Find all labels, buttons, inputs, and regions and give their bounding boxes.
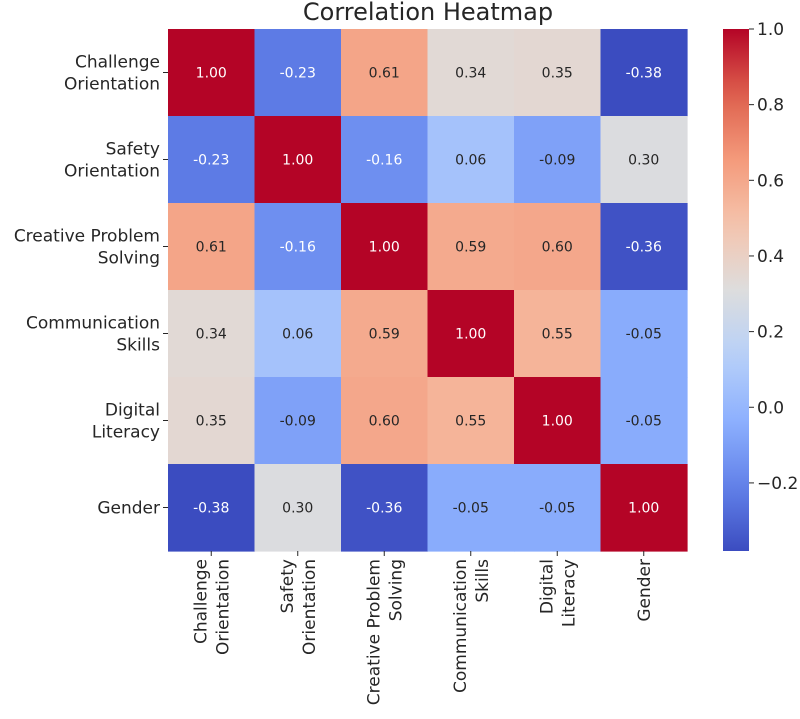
cell-value-label: -0.16 [366, 153, 402, 169]
cell-value-label: -0.05 [626, 327, 662, 343]
column-label-creative-problem-solving: Creative Problem Solving [364, 559, 406, 705]
cell-value-label: 0.35 [542, 66, 573, 82]
heatmap-cell [341, 29, 429, 117]
cell-value-label: 0.30 [628, 153, 659, 169]
heatmap-cell [254, 464, 342, 552]
cell-value-label: 0.60 [542, 240, 573, 256]
heatmap-cell [168, 29, 256, 117]
cell-value-label: 1.00 [542, 414, 573, 430]
cell-value-label: 0.35 [196, 414, 227, 430]
colorbar-tick-label: −0.2 [757, 474, 798, 494]
colorbar-tick-label: 0.8 [757, 96, 784, 116]
heatmap-cell [514, 377, 602, 465]
heatmap-cell [254, 290, 342, 378]
heatmap-cell [514, 29, 602, 117]
colorbar-tick-label: 0.2 [757, 323, 784, 343]
column-label-gender: Gender [635, 559, 655, 622]
cell-value-label: -0.36 [366, 501, 402, 517]
cell-value-label: -0.23 [193, 153, 229, 169]
heatmap-cell [427, 29, 515, 117]
row-label-challenge-orientation: Challenge Orientation [64, 53, 160, 95]
cell-value-label: 0.30 [282, 501, 313, 517]
heatmap-cell [168, 377, 256, 465]
cell-value-label: 0.55 [542, 327, 573, 343]
column-label-communication-skills: Communication Skills [451, 559, 493, 693]
cell-value-label: 0.06 [455, 153, 486, 169]
heatmap-cell [600, 29, 688, 117]
heatmap-cell [600, 377, 688, 465]
cell-value-label: -0.05 [539, 501, 575, 517]
colorbar-tick-label: 0.6 [757, 171, 784, 191]
heatmap-cell [427, 377, 515, 465]
heatmap-cell [514, 116, 602, 204]
cell-value-label: 0.06 [282, 327, 313, 343]
heatmap-cell [341, 290, 429, 378]
heatmap-cells: 1.00 -0.23 0.61 0.34 0.35 -0.38 -0.23 1.00 -0.16… [168, 29, 688, 552]
cell-value-label: 1.00 [282, 153, 313, 169]
row-label-digital-literacy: Digital Literacy [92, 401, 160, 443]
colorbar-tick-label: 0.4 [757, 247, 784, 267]
heatmap-cell [168, 203, 256, 291]
heatmap-cell [600, 203, 688, 291]
colorbar-tick-label: 1.0 [757, 20, 784, 40]
cell-value-label: 1.00 [369, 240, 400, 256]
cell-value-label: 0.60 [369, 414, 400, 430]
column-label-challenge-orientation: Challenge Orientation [191, 559, 233, 655]
heatmap-cell [168, 464, 256, 552]
heatmap-cell [600, 464, 688, 552]
heatmap-cell [341, 203, 429, 291]
cell-value-label: 1.00 [628, 501, 659, 517]
cell-value-label: -0.09 [539, 153, 575, 169]
cell-value-label: -0.23 [280, 66, 316, 82]
row-label-creative-problem-solving: Creative Problem Solving [14, 227, 160, 269]
heatmap-cell [600, 116, 688, 204]
heatmap-cell [254, 116, 342, 204]
colorbar-gradient [723, 29, 749, 551]
row-labels: Challenge Orientation Safety Orientation Cre… [14, 53, 168, 519]
heatmap-cell [168, 116, 256, 204]
column-label-digital-literacy: Digital Literacy [537, 559, 579, 627]
heatmap-cell [341, 377, 429, 465]
heatmap-cell [341, 464, 429, 552]
cell-value-label: -0.38 [626, 66, 662, 82]
heatmap-cell [514, 464, 602, 552]
cell-value-label: 0.55 [455, 414, 486, 430]
cell-value-label: -0.05 [453, 501, 489, 517]
cell-value-label: -0.36 [626, 240, 662, 256]
cell-value-label: 0.59 [369, 327, 400, 343]
colorbar-tick-label: 0.0 [757, 398, 784, 418]
row-label-gender: Gender [97, 499, 160, 519]
heatmap-cell [341, 116, 429, 204]
heatmap-cell [427, 203, 515, 291]
heatmap-cell [254, 377, 342, 465]
heatmap-cell [168, 290, 256, 378]
chart-title: Correlation Heatmap [303, 0, 553, 26]
cell-value-label: 0.34 [455, 66, 486, 82]
heatmap-cell [427, 290, 515, 378]
row-label-communication-skills: Communication Skills [26, 314, 160, 356]
cell-value-label: 1.00 [455, 327, 486, 343]
cell-value-label: 0.61 [369, 66, 400, 82]
cell-value-label: 0.61 [196, 240, 227, 256]
heatmap-cell [427, 464, 515, 552]
column-label-safety-orientation: Safety Orientation [278, 559, 320, 655]
cell-value-label: 1.00 [196, 66, 227, 82]
heatmap-cell [514, 290, 602, 378]
cell-value-label: -0.09 [280, 414, 316, 430]
heatmap-cell [600, 290, 688, 378]
column-labels: Challenge Orientation Safety Orientation Cre… [191, 551, 655, 705]
heatmap-cell [254, 29, 342, 117]
cell-value-label: -0.16 [280, 240, 316, 256]
cell-value-label: -0.38 [193, 501, 229, 517]
cell-value-label: 0.59 [455, 240, 486, 256]
heatmap-cell [254, 203, 342, 291]
cell-value-label: 0.34 [196, 327, 227, 343]
colorbar: 1.0 0.8 0.6 0.4 0.2 0.0 −0.2 [723, 20, 798, 551]
heatmap-cell [514, 203, 602, 291]
row-label-safety-orientation: Safety Orientation [64, 140, 160, 182]
cell-value-label: -0.05 [626, 414, 662, 430]
heatmap-cell [427, 116, 515, 204]
